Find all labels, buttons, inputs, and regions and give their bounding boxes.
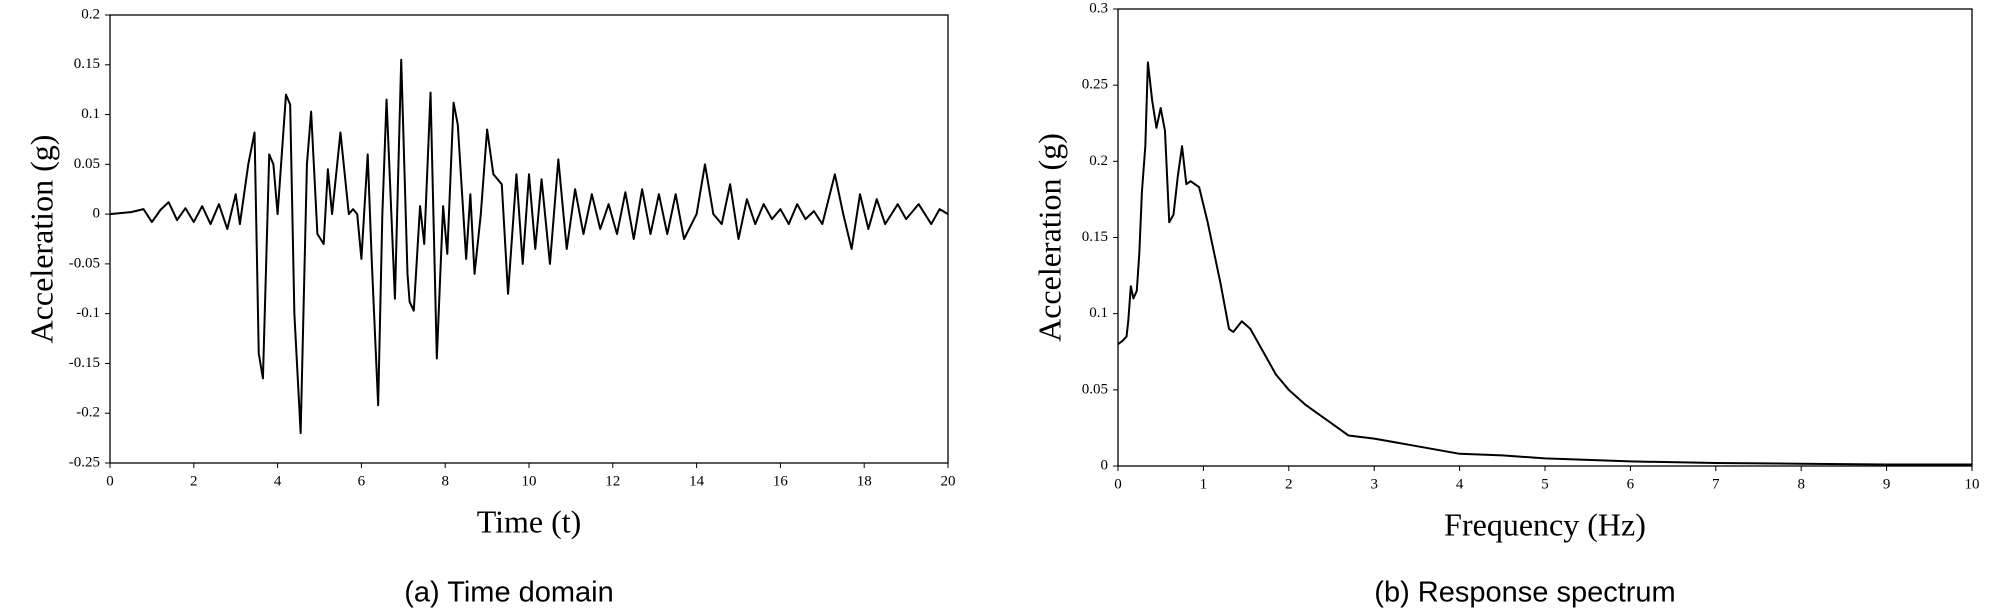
- y-tick-label: -0.15: [69, 355, 100, 371]
- y-tick-label: 0.1: [1089, 305, 1108, 321]
- x-tick-label: 8: [1797, 476, 1805, 492]
- caption: (a) Time domain: [404, 577, 614, 609]
- x-tick-label: 14: [689, 473, 705, 489]
- x-tick-label: 2: [1285, 476, 1293, 492]
- x-tick-label: 4: [1456, 476, 1464, 492]
- x-tick-label: 0: [1114, 476, 1122, 492]
- y-tick-label: -0.1: [76, 305, 100, 321]
- y-tick-label: -0.2: [76, 405, 100, 421]
- x-tick-label: 10: [522, 473, 537, 489]
- y-tick-label: 0: [93, 206, 101, 222]
- y-tick-label: 0.2: [81, 6, 100, 22]
- x-tick-label: 2: [190, 473, 198, 489]
- y-tick-label: 0.15: [74, 56, 100, 72]
- x-axis-title: Time (t): [477, 503, 582, 539]
- y-tick-label: -0.05: [69, 255, 100, 271]
- caption: (b) Response spectrum: [1374, 577, 1675, 609]
- x-tick-label: 6: [358, 473, 366, 489]
- y-tick-label: 0.05: [74, 156, 100, 172]
- plot-frame: [109, 14, 949, 464]
- y-tick-label: 0.2: [1089, 153, 1108, 169]
- x-tick-label: 3: [1370, 476, 1378, 492]
- y-tick-label: 0.15: [1082, 229, 1108, 245]
- plot-frame: [1117, 8, 1973, 467]
- y-tick-label: 0: [1101, 457, 1109, 473]
- x-tick-label: 4: [274, 473, 282, 489]
- data-line: [1117, 61, 1972, 466]
- x-tick-label: 18: [857, 473, 872, 489]
- y-axis-title: Acceleration (g): [23, 135, 59, 344]
- x-tick-label: 0: [106, 473, 114, 489]
- data-line: [109, 58, 949, 435]
- x-tick-label: 12: [605, 473, 620, 489]
- y-tick-label: 0.05: [1082, 381, 1108, 397]
- y-tick-label: 0.1: [81, 106, 100, 122]
- x-tick-label: 7: [1712, 476, 1720, 492]
- x-tick-label: 20: [941, 473, 956, 489]
- y-tick-label: -0.25: [69, 454, 100, 470]
- x-tick-label: 6: [1627, 476, 1635, 492]
- x-tick-label: 5: [1541, 476, 1549, 492]
- y-tick-label: 0.25: [1082, 77, 1108, 93]
- x-tick-label: 16: [773, 473, 789, 489]
- x-tick-label: 1: [1200, 476, 1208, 492]
- y-tick-label: 0.3: [1089, 0, 1108, 16]
- x-tick-label: 10: [1965, 476, 1980, 492]
- y-axis-title: Acceleration (g): [1031, 133, 1067, 342]
- x-tick-label: 8: [441, 473, 449, 489]
- x-axis-title: Frequency (Hz): [1444, 506, 1646, 542]
- x-tick-label: 9: [1883, 476, 1891, 492]
